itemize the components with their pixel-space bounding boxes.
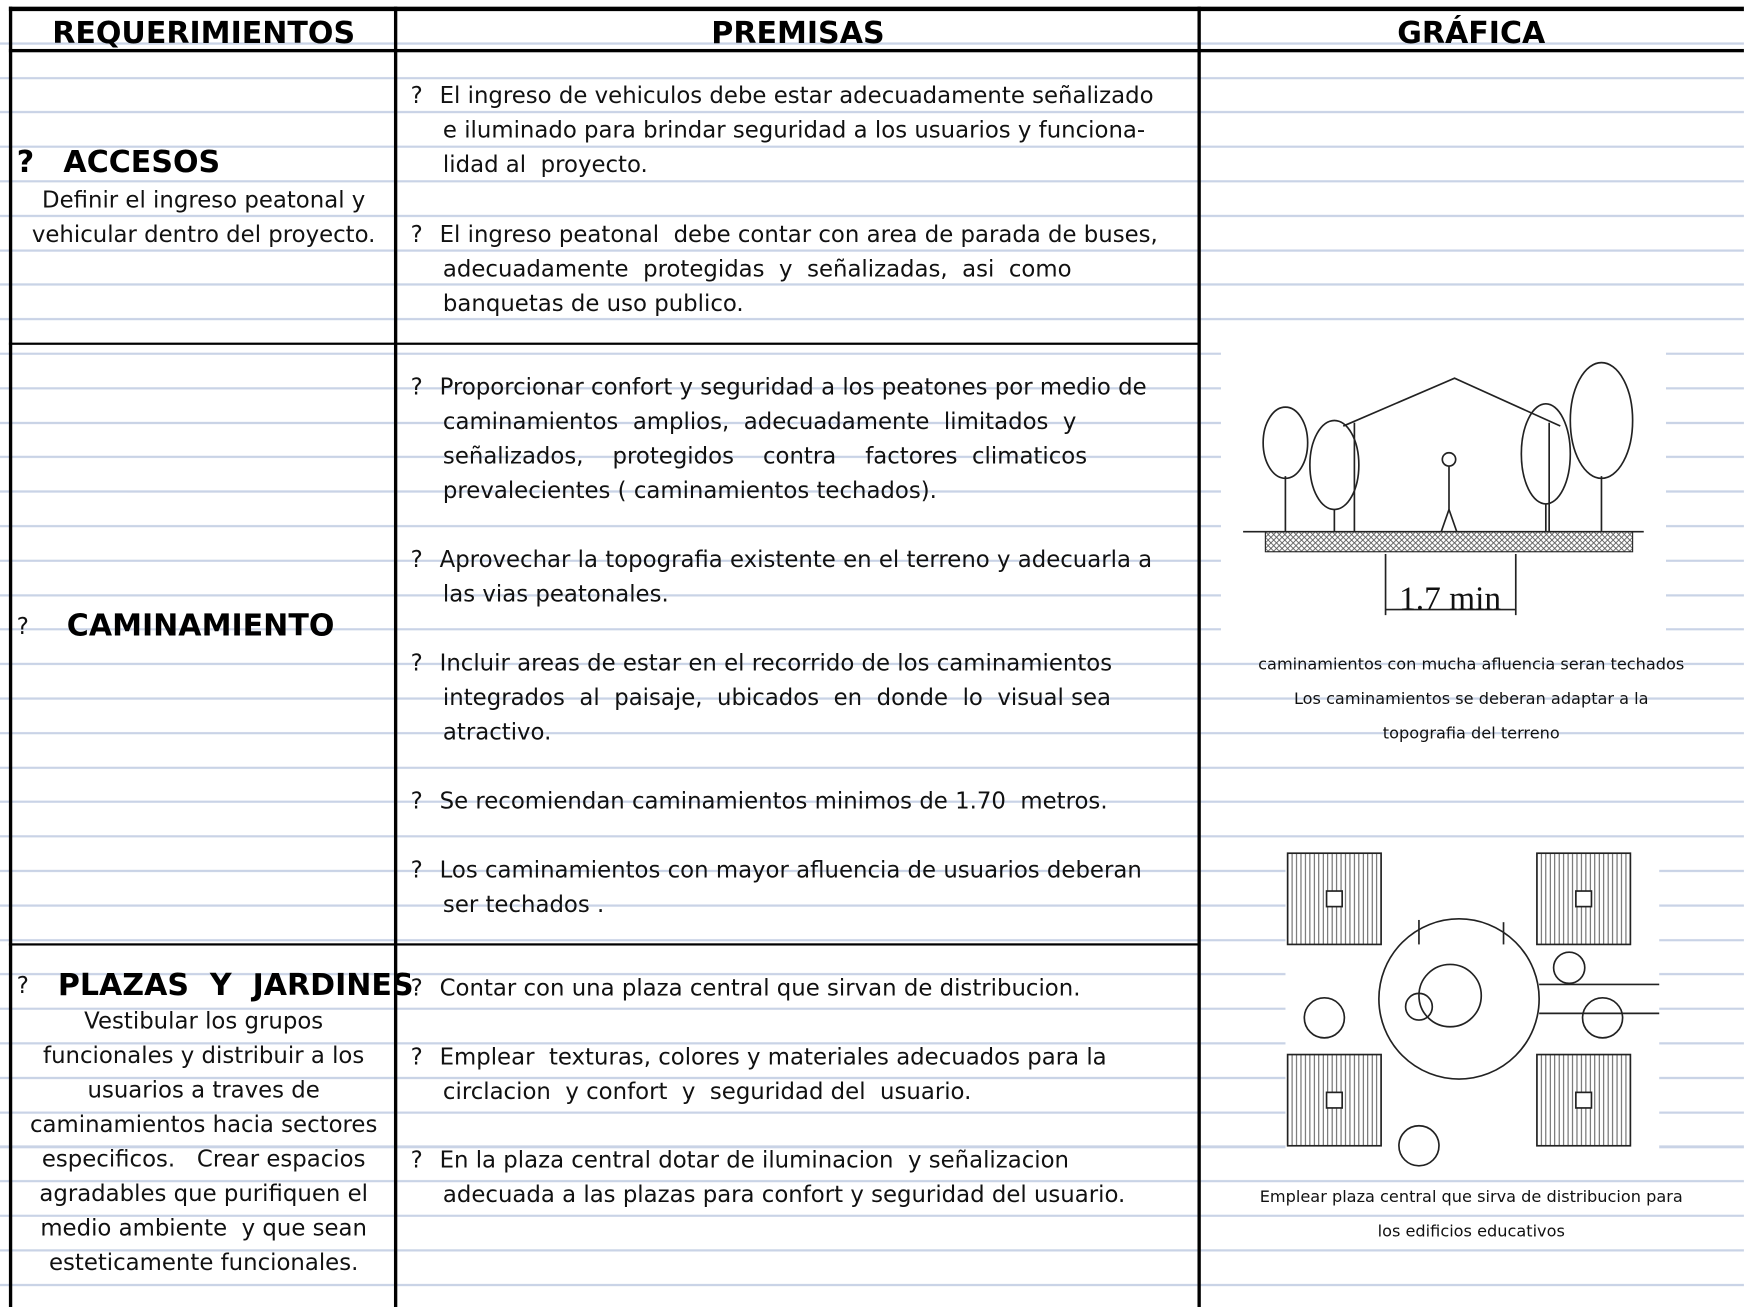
premise-text: En la plaza central dotar de iluminacion… xyxy=(439,1146,1070,1174)
section-description: Definir el ingreso peatonal y xyxy=(42,186,366,214)
section-marker: ? xyxy=(16,612,29,640)
premise-text: las vias peatonales. xyxy=(442,580,669,608)
premise-text: circlacion y confort y seguridad del usu… xyxy=(442,1077,972,1105)
border xyxy=(8,943,1200,946)
premise-text: lidad al proyecto. xyxy=(442,151,648,178)
section-description: usuarios a traves de xyxy=(87,1076,320,1104)
section-title: PLAZAS Y JARDINES xyxy=(57,968,414,1003)
premise-text: banquetas de uso publico. xyxy=(442,290,744,317)
section-description: funcionales y distribuir a los xyxy=(43,1042,365,1069)
graphic-caption: Emplear plaza central que sirva de distr… xyxy=(1259,1188,1683,1207)
premise-text: El ingreso de vehiculos debe estar adecu… xyxy=(439,82,1154,109)
section-description: esteticamente funcionales. xyxy=(48,1248,359,1276)
premise-text: El ingreso peatonal debe contar con area… xyxy=(439,221,1158,248)
premise-text: adecuadamente protegidas y señalizadas, … xyxy=(442,255,1072,283)
section-description: medio ambiente y que sean xyxy=(40,1214,367,1242)
plaza-plan xyxy=(1285,850,1660,1176)
graphic-caption: caminamientos con mucha afluencia seran … xyxy=(1258,656,1685,674)
graphic-caption: topografia del terreno xyxy=(1382,725,1560,743)
graphic-caption: los edificios educativos xyxy=(1377,1223,1565,1242)
premise-text: Incluir areas de estar en el recorrido d… xyxy=(439,649,1113,677)
premise-marker: ? xyxy=(410,373,423,401)
premise-marker: ? xyxy=(410,1146,423,1174)
border xyxy=(393,6,398,1307)
premise-text: adecuada a las plazas para confort y seg… xyxy=(442,1181,1126,1208)
premise-text: Contar con una plaza central que sirvan … xyxy=(439,974,1081,1001)
border xyxy=(8,6,1744,12)
premise-marker: ? xyxy=(410,787,423,814)
border xyxy=(8,6,13,1307)
column-header: REQUERIMIENTOS xyxy=(52,16,356,51)
premise-marker: ? xyxy=(410,856,423,883)
section-marker: ? xyxy=(16,145,35,180)
premise-text: atractivo. xyxy=(442,718,552,746)
column-header: GRÁFICA xyxy=(1397,16,1546,51)
premise-text: prevalecientes ( caminamientos techados)… xyxy=(442,476,937,504)
premise-text: Los caminamientos con mayor afluencia de… xyxy=(439,856,1142,883)
premise-text: Se recomiendan caminamientos minimos de … xyxy=(439,787,1108,814)
premise-text: Proporcionar confort y seguridad a los p… xyxy=(439,373,1147,401)
section-marker: ? xyxy=(16,971,29,999)
premise-marker: ? xyxy=(410,649,423,677)
premise-text: caminamientos amplios, adecuadamente lim… xyxy=(442,407,1077,435)
column-header: PREMISAS xyxy=(711,16,885,51)
section-description: vehicular dentro del proyecto. xyxy=(31,221,376,248)
premise-marker: ? xyxy=(410,974,423,1001)
premise-text: e iluminado para brindar seguridad a los… xyxy=(442,116,1146,144)
section-description: caminamientos hacia sectores xyxy=(29,1111,378,1138)
premise-marker: ? xyxy=(410,545,423,573)
premise-marker: ? xyxy=(410,82,423,109)
section-description: especificos. Crear espacios xyxy=(41,1145,366,1173)
walkway-illustration: 1.7 min xyxy=(1220,342,1667,635)
dimension-label: 1.7 min xyxy=(1399,581,1501,618)
section-description: Vestibular los grupos xyxy=(84,1007,324,1035)
premise-text: Emplear texturas, colores y materiales a… xyxy=(439,1043,1107,1070)
border xyxy=(8,342,1200,345)
section-title: CAMINAMIENTO xyxy=(66,609,335,644)
border xyxy=(1197,6,1201,1307)
section-description: agradables que purifiquen el xyxy=(39,1179,368,1207)
graphic-caption: Los caminamientos se deberan adaptar a l… xyxy=(1293,690,1649,709)
premise-marker: ? xyxy=(410,1043,423,1070)
premise-text: ser techados . xyxy=(442,890,605,918)
premise-marker: ? xyxy=(410,221,423,248)
border xyxy=(8,48,1744,53)
premise-text: Aprovechar la topografia existente en el… xyxy=(439,545,1153,573)
premise-text: integrados al paisaje, ubicados en donde… xyxy=(442,683,1112,711)
premise-text: señalizados, protegidos contra factores … xyxy=(442,442,1088,470)
section-title: ACCESOS xyxy=(63,145,221,180)
